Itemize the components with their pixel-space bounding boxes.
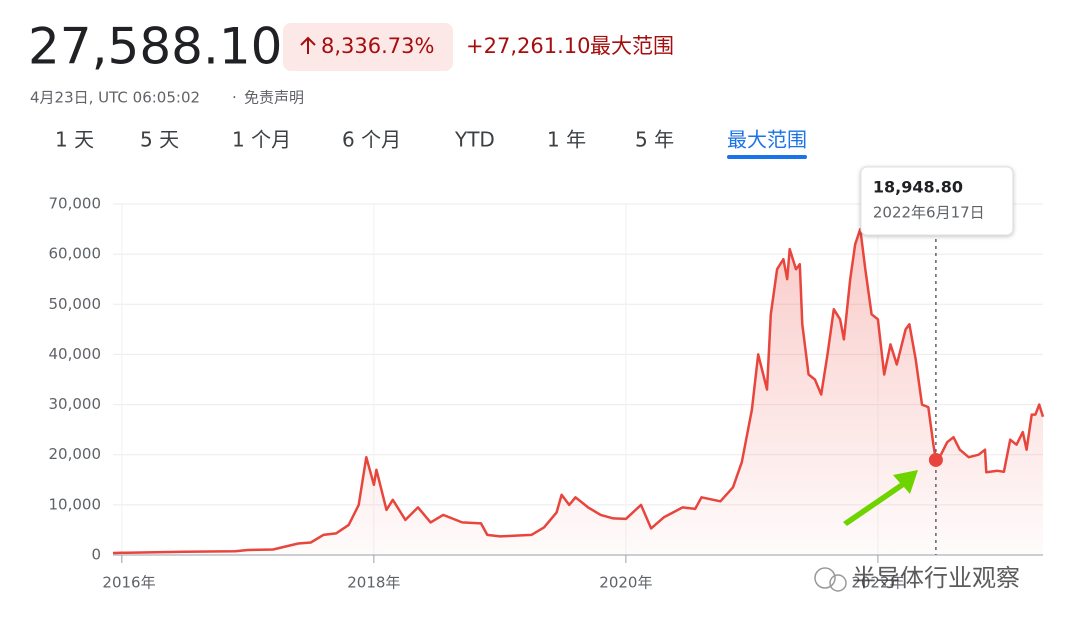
change-pct: 8,336.73%	[321, 34, 434, 58]
separator: ·	[232, 89, 237, 107]
tab[interactable]: 5 天	[140, 128, 179, 152]
tab[interactable]: 1 年	[547, 128, 586, 152]
x-tick-label: 2016年	[102, 574, 155, 592]
y-tick-label: 60,000	[49, 245, 102, 263]
tab[interactable]: 5 年	[635, 128, 674, 152]
y-tick-label: 40,000	[49, 345, 102, 363]
tab[interactable]: 6 个月	[342, 128, 401, 152]
timestamp: 4月23日, UTC 06:05:02	[30, 89, 200, 107]
up-arrow	[300, 36, 316, 54]
change-abs: +27,261.10	[466, 34, 590, 58]
price: 27,588.10	[28, 18, 282, 76]
tab[interactable]: YTD	[454, 128, 495, 152]
green-arrow	[843, 470, 918, 526]
tooltip-box	[860, 166, 1014, 236]
x-tick-label: 2018年	[347, 574, 400, 592]
watermark-text: 半导体行业观察	[852, 564, 1020, 592]
tab-underline	[727, 155, 807, 159]
tab[interactable]: 最大范围	[727, 128, 807, 152]
tooltip-dot	[928, 452, 943, 467]
y-tick-label: 20,000	[49, 445, 102, 463]
y-tick-label: 30,000	[49, 395, 102, 413]
tooltip-value: 18,948.80	[873, 178, 963, 197]
tab[interactable]: 1 天	[55, 128, 94, 152]
watermark: 半导体行业观察	[814, 564, 1020, 592]
range-label: 最大范围	[590, 34, 674, 58]
change-badge	[283, 23, 453, 71]
x-tick-label: 2022年	[851, 574, 904, 592]
x-tick-label: 2020年	[599, 574, 652, 592]
area	[113, 229, 1043, 555]
y-tick-label: 50,000	[49, 295, 102, 313]
tab[interactable]: 1 个月	[232, 128, 291, 152]
y-tick-label: 10,000	[49, 495, 102, 513]
y-tick-label: 0	[91, 546, 101, 564]
plot: 0 10,000 20,000 30,000 40,000 50,000 60,000 70,…	[49, 166, 1045, 592]
tooltip-date: 2022年6月17日	[873, 204, 985, 222]
disclaimer[interactable]: 免责声明	[244, 89, 304, 107]
y-tick-label: 70,000	[49, 195, 102, 213]
line	[112, 227, 1045, 555]
tabs: 1 天 5 天 1 个月 6 个月 YTD 1 年 5 年 最大范围	[55, 128, 807, 159]
